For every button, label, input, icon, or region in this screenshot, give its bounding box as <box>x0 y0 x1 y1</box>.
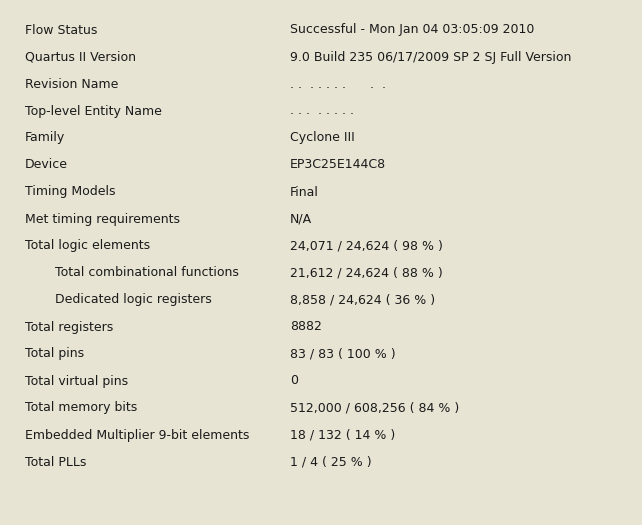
Text: . . .  . . . . .: . . . . . . . . <box>290 104 354 118</box>
Text: 24,071 / 24,624 ( 98 % ): 24,071 / 24,624 ( 98 % ) <box>290 239 443 253</box>
Text: 18 / 132 ( 14 % ): 18 / 132 ( 14 % ) <box>290 428 395 442</box>
Text: Top-level Entity Name: Top-level Entity Name <box>25 104 162 118</box>
Text: Timing Models: Timing Models <box>25 185 116 198</box>
Text: Device: Device <box>25 159 68 172</box>
Text: Revision Name: Revision Name <box>25 78 118 90</box>
Text: Total virtual pins: Total virtual pins <box>25 374 128 387</box>
Text: Final: Final <box>290 185 319 198</box>
Text: 8,858 / 24,624 ( 36 % ): 8,858 / 24,624 ( 36 % ) <box>290 293 435 307</box>
Text: Embedded Multiplier 9-bit elements: Embedded Multiplier 9-bit elements <box>25 428 249 442</box>
Text: Total PLLs: Total PLLs <box>25 456 87 468</box>
Text: Total logic elements: Total logic elements <box>25 239 150 253</box>
Text: 9.0 Build 235 06/17/2009 SP 2 SJ Full Version: 9.0 Build 235 06/17/2009 SP 2 SJ Full Ve… <box>290 50 571 64</box>
Text: 8882: 8882 <box>290 320 322 333</box>
Text: Total registers: Total registers <box>25 320 113 333</box>
Text: Total memory bits: Total memory bits <box>25 402 137 415</box>
Text: Flow Status: Flow Status <box>25 24 98 37</box>
Text: N/A: N/A <box>290 213 312 226</box>
Text: 512,000 / 608,256 ( 84 % ): 512,000 / 608,256 ( 84 % ) <box>290 402 459 415</box>
Text: Total pins: Total pins <box>25 348 84 361</box>
Text: 83 / 83 ( 100 % ): 83 / 83 ( 100 % ) <box>290 348 395 361</box>
Text: 1 / 4 ( 25 % ): 1 / 4 ( 25 % ) <box>290 456 372 468</box>
Text: Total combinational functions: Total combinational functions <box>55 267 239 279</box>
Text: 21,612 / 24,624 ( 88 % ): 21,612 / 24,624 ( 88 % ) <box>290 267 443 279</box>
Text: EP3C25E144C8: EP3C25E144C8 <box>290 159 386 172</box>
Text: . .  . . . . .      .  .: . . . . . . . . . <box>290 78 386 90</box>
Text: Cyclone III: Cyclone III <box>290 131 355 144</box>
Text: Met timing requirements: Met timing requirements <box>25 213 180 226</box>
Text: 0: 0 <box>290 374 298 387</box>
Text: Quartus II Version: Quartus II Version <box>25 50 136 64</box>
Text: Family: Family <box>25 131 65 144</box>
Text: Successful - Mon Jan 04 03:05:09 2010: Successful - Mon Jan 04 03:05:09 2010 <box>290 24 534 37</box>
Text: Dedicated logic registers: Dedicated logic registers <box>55 293 212 307</box>
